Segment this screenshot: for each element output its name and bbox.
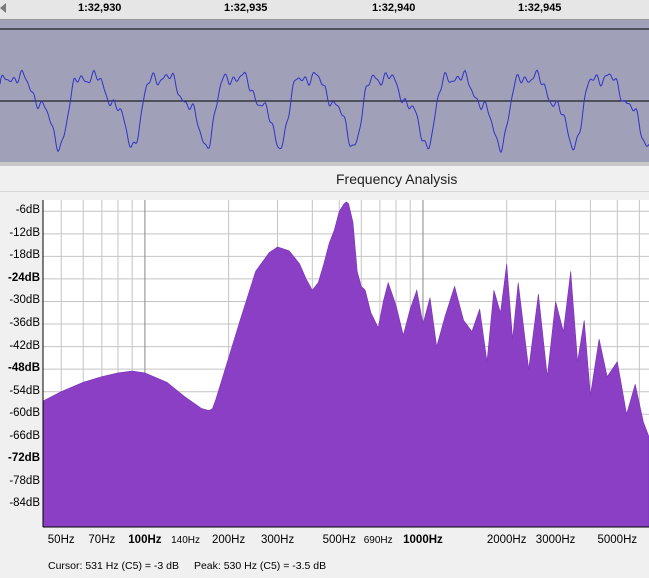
status-bar: Cursor: 531 Hz (C5) = -3 dB Peak: 530 Hz… <box>48 560 338 572</box>
y-tick-label: -84dB <box>9 497 40 510</box>
x-tick-label: 5000Hz <box>597 534 638 546</box>
x-tick-label: 200Hz <box>211 534 246 546</box>
x-tick-label: 3000Hz <box>535 534 576 546</box>
y-tick-label: -48dB <box>8 362 40 375</box>
x-tick-label: 690Hz <box>363 535 393 546</box>
y-tick-label: -24dB <box>8 271 40 284</box>
y-tick-label: -6dB <box>15 204 40 217</box>
y-tick-label: -66dB <box>9 429 40 442</box>
timeline-ruler[interactable]: 1:32,930 1:32,935 1:32,940 1:32,945 <box>0 0 649 20</box>
dialog-title-bar: Frequency Analysis <box>0 166 649 192</box>
ruler-label: 1:32,935 <box>224 2 268 14</box>
x-tick-label: 1000Hz <box>403 534 443 546</box>
peak-readout: Peak: 530 Hz (C5) = -3.5 dB <box>193 560 327 572</box>
x-tick-label: 140Hz <box>171 535 200 546</box>
x-tick-label: 70Hz <box>88 534 116 546</box>
waveform-line <box>0 69 649 154</box>
y-tick-label: -12dB <box>9 226 40 239</box>
x-tick-label: 2000Hz <box>486 534 527 546</box>
y-tick-label: -54dB <box>9 384 40 397</box>
y-tick-label: -78dB <box>9 474 40 487</box>
spectrum-area <box>42 201 649 528</box>
y-tick-label: -72dB <box>8 452 40 465</box>
cursor-readout: Cursor: 531 Hz (C5) = -3 dB <box>48 560 180 572</box>
waveform <box>0 28 649 154</box>
audio-track[interactable] <box>0 20 649 162</box>
track-separator <box>0 162 649 166</box>
y-tick-label: -18dB <box>9 249 40 262</box>
y-tick-label: -30dB <box>9 294 40 307</box>
y-tick-label: -42dB <box>9 339 40 352</box>
x-tick-label: 500Hz <box>322 534 356 546</box>
y-tick-label: -60dB <box>9 407 40 420</box>
x-tick-label: 50Hz <box>47 534 75 546</box>
ruler-label: 1:32,945 <box>518 2 562 14</box>
scroll-left-icon[interactable] <box>0 3 6 13</box>
spectrum-plot[interactable] <box>0 193 649 533</box>
y-tick-label: -36dB <box>9 317 40 330</box>
x-tick-label: 300Hz <box>260 534 295 546</box>
ruler-label: 1:32,940 <box>372 2 416 14</box>
x-tick-label: 100Hz <box>128 534 162 546</box>
ruler-label: 1:32,930 <box>78 2 122 14</box>
dialog-title: Frequency Analysis <box>336 171 458 187</box>
